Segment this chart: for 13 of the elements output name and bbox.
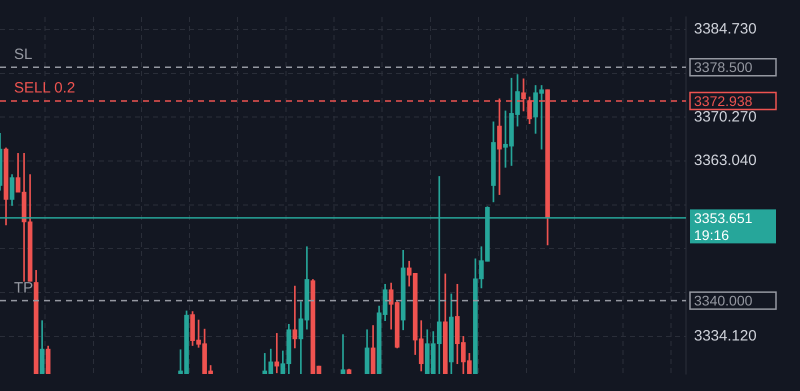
ref-line-label: SELL 0.2 (14, 80, 76, 97)
candlestick (340, 334, 346, 374)
y-tick-label: 3384.730 (694, 20, 757, 38)
y-tick-label: 3370.270 (694, 108, 757, 126)
y-tick-label: 3334.120 (694, 327, 757, 344)
y-tick-label: 3363.040 (694, 152, 757, 170)
text: 3378.500 (694, 59, 753, 76)
text: 3340.000 (694, 292, 753, 309)
text: 3372.938 (694, 92, 753, 109)
ref-line-label: SL (14, 46, 32, 63)
text: 3353.651 (694, 210, 753, 226)
text: 19:16 (694, 226, 730, 243)
ref-line-label: TP (14, 279, 34, 296)
